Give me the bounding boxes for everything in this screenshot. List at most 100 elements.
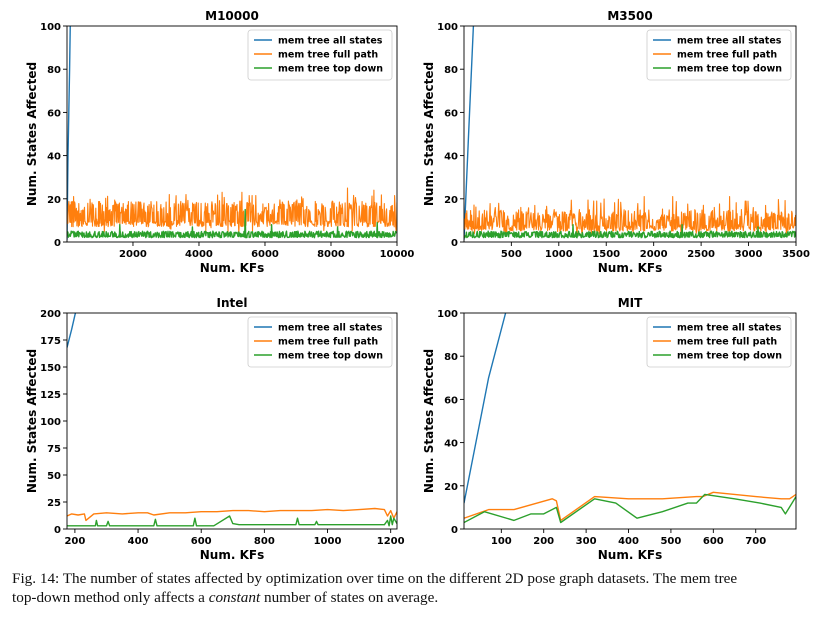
- legend-label-all-states: mem tree all states: [278, 323, 383, 334]
- x-tick-label: 1200: [377, 536, 405, 547]
- x-tick-label: 4000: [185, 249, 213, 260]
- y-tick-label: 150: [40, 363, 61, 374]
- legend: mem tree all states mem tree full path mem…: [247, 316, 393, 368]
- y-tick-label: 100: [40, 22, 61, 33]
- axes-frame: [463, 25, 797, 243]
- x-tick-label: 600: [703, 536, 724, 547]
- legend-label-all-states: mem tree all states: [677, 36, 782, 47]
- y-tick-label: 100: [40, 417, 61, 428]
- y-tick-label: 60: [47, 108, 61, 119]
- x-tick-label: 100: [491, 536, 512, 547]
- y-axis-label: Num. States Affected: [422, 349, 436, 493]
- y-tick-label: 80: [444, 352, 458, 363]
- y-axis-label: Num. States Affected: [25, 349, 39, 493]
- axes-frame: [66, 25, 398, 243]
- y-tick-label: 80: [47, 65, 61, 76]
- caption-prefix: Fig. 14: The number of states affected b…: [12, 570, 738, 587]
- y-tick-label: 20: [444, 482, 458, 493]
- chart-panel-1: M3500 0 20 40 60 80 100 500 1000 1500 2000 2500 3000…: [422, 9, 810, 275]
- x-axis-label: Num. KFs: [598, 548, 662, 560]
- chart-title: M3500: [607, 9, 652, 23]
- legend-label-top-down: mem tree top down: [278, 351, 383, 362]
- x-tick-label: 1500: [592, 249, 620, 260]
- x-tick-label: 500: [501, 249, 522, 260]
- legend-label-full-path: mem tree full path: [677, 337, 777, 348]
- series-line-full-path: [67, 187, 397, 234]
- figure-grid: M10000 0 20 40 60 80 100 2000 4000 6000 80 0 0 10000 N…: [25, 9, 810, 560]
- y-tick-label: 100: [437, 309, 458, 320]
- x-tick-label: 500: [660, 536, 681, 547]
- y-tick-label: 40: [47, 152, 61, 163]
- figure-caption: Fig. 14: The number of states affected b…: [12, 569, 817, 607]
- y-tick-label: 125: [40, 390, 61, 401]
- x-tick-label: 200: [533, 536, 554, 547]
- chart-title: MIT: [618, 296, 643, 310]
- x-tick-label: 200: [64, 536, 85, 547]
- y-tick-label: 20: [47, 195, 61, 206]
- y-tick-label: 0: [54, 238, 61, 249]
- chart-panel-0: M10000 0 20 40 60 80 100 2000 4000 6000 8000 10000 N…: [25, 9, 415, 275]
- plot-area: [464, 26, 796, 240]
- x-tick-label: 600: [191, 536, 212, 547]
- x-axis-label: Num. KFs: [598, 261, 662, 275]
- series-line-top-down: [67, 208, 397, 239]
- series-line-top-down: [464, 493, 796, 524]
- legend: mem tree all states mem tree full path mem…: [646, 29, 792, 81]
- y-tick-label: 25: [47, 498, 61, 509]
- y-axis-label: Num. States Affected: [422, 62, 436, 206]
- series-line-all-states: [464, 26, 475, 240]
- y-tick-label: 0: [54, 525, 61, 536]
- plot-area: [464, 313, 796, 524]
- legend-box: [247, 29, 393, 81]
- x-tick-label: 6000: [251, 249, 279, 260]
- chart-panel-2: Intel 0 25 50 75 100 125 150 175 200 200 400 600 800 1…: [25, 296, 405, 560]
- x-tick-label: 10000: [380, 249, 415, 260]
- y-tick-label: 20: [444, 195, 458, 206]
- plot-area: [67, 313, 397, 527]
- legend-label-all-states: mem tree all states: [677, 323, 782, 334]
- y-tick-label: 50: [47, 471, 61, 482]
- x-tick-label: 700: [745, 536, 766, 547]
- legend-box: [646, 29, 792, 81]
- y-tick-label: 40: [444, 152, 458, 163]
- x-tick-label: 400: [618, 536, 639, 547]
- legend: mem tree all states mem tree full path mem…: [646, 316, 792, 368]
- series-line-full-path: [67, 507, 397, 522]
- x-tick-label: 2500: [687, 249, 715, 260]
- caption-middle: top-down method only affects a: [12, 589, 209, 606]
- legend-label-top-down: mem tree top down: [278, 64, 383, 75]
- x-tick-label: 1000: [545, 249, 573, 260]
- y-tick-label: 75: [47, 444, 61, 455]
- series-line-all-states: [67, 313, 77, 348]
- y-axis-label: Num. States Affected: [25, 62, 39, 206]
- y-tick-label: 80: [444, 65, 458, 76]
- y-tick-label: 60: [444, 395, 458, 406]
- series-line-full-path: [464, 491, 796, 522]
- series-line-top-down: [67, 515, 397, 527]
- chart-title: M10000: [205, 9, 259, 23]
- series-line-top-down: [464, 224, 796, 239]
- legend: mem tree all states mem tree full path mem…: [247, 29, 393, 81]
- legend-box: [247, 316, 393, 368]
- x-tick-label: 3000: [735, 249, 763, 260]
- legend-label-full-path: mem tree full path: [677, 50, 777, 61]
- y-tick-label: 60: [444, 108, 458, 119]
- legend-label-top-down: mem tree top down: [677, 64, 782, 75]
- series-line-full-path: [464, 196, 796, 236]
- chart-title: Intel: [217, 296, 248, 310]
- y-tick-label: 200: [40, 309, 61, 320]
- y-tick-label: 100: [437, 22, 458, 33]
- caption-suffix: number of states on average.: [260, 589, 439, 606]
- series-line-all-states: [464, 313, 507, 504]
- x-tick-label: 3500: [782, 249, 810, 260]
- x-tick-label: 400: [128, 536, 149, 547]
- caption-emphasis: constant: [208, 589, 261, 606]
- y-tick-label: 0: [451, 238, 458, 249]
- plot-area: [67, 26, 397, 240]
- x-tick-label: 1000: [314, 536, 342, 547]
- x-tick-label: 2000: [640, 249, 668, 260]
- series-line-all-states: [67, 26, 71, 240]
- y-tick-label: 40: [444, 439, 458, 450]
- legend-label-all-states: mem tree all states: [278, 36, 383, 47]
- legend-box: [646, 316, 792, 368]
